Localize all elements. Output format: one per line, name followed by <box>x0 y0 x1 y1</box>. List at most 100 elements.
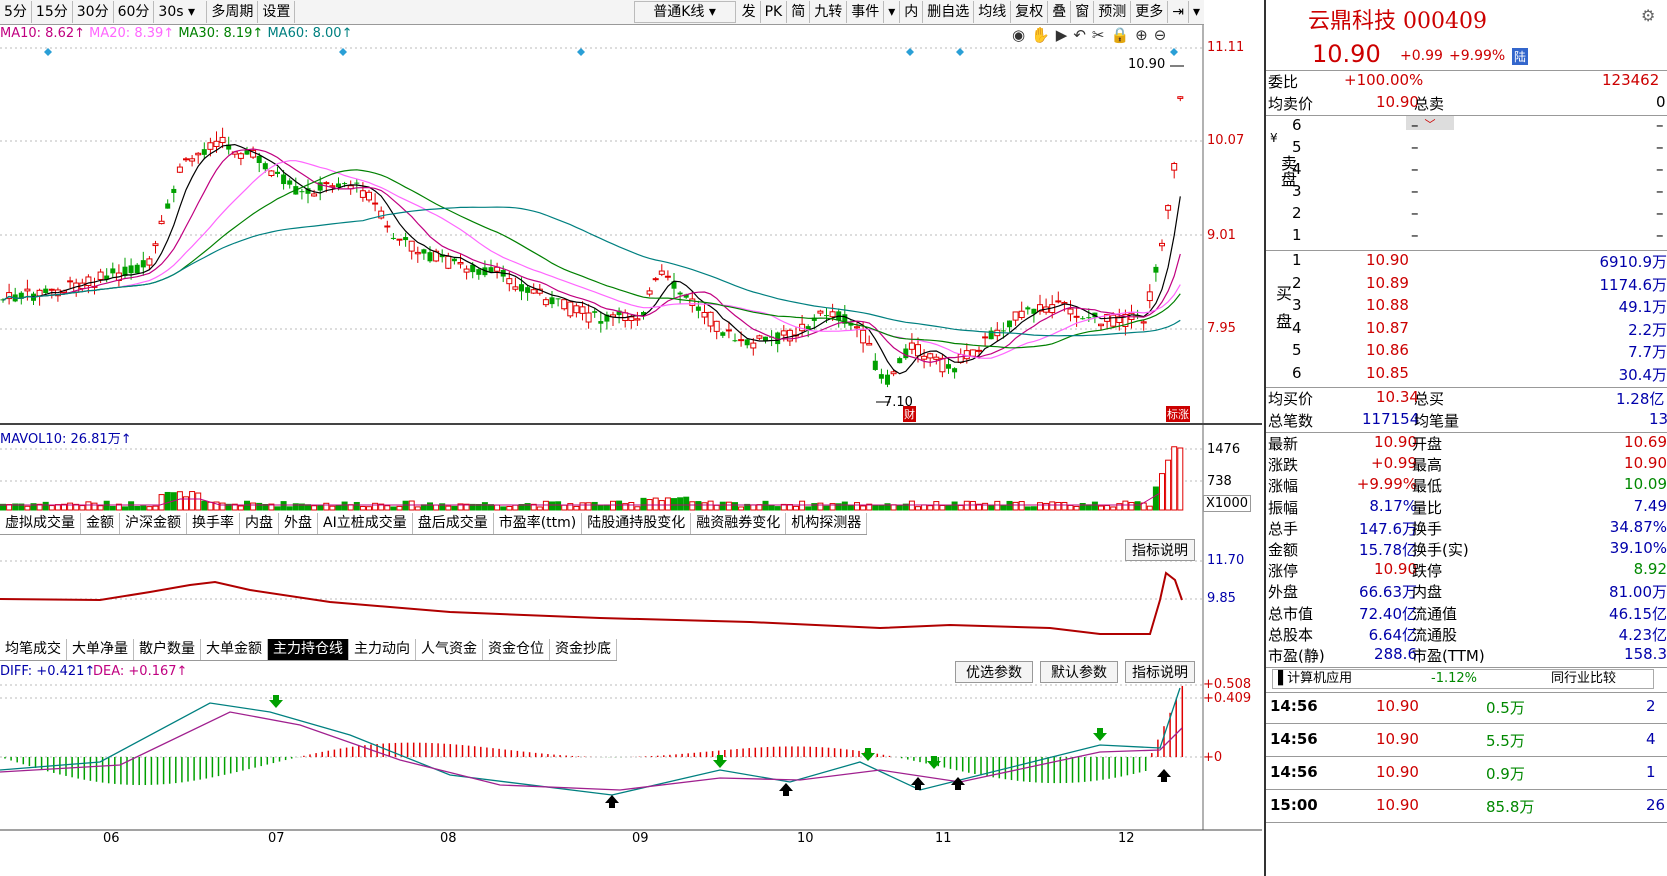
toolbar-btn-predict[interactable]: 预测 <box>1094 1 1132 23</box>
industry-pct: -1.12% <box>1431 671 1477 686</box>
toolbar-btn-fuquan[interactable]: 复权 <box>1011 1 1049 23</box>
toolbar-btn-events[interactable]: 事件 <box>847 1 885 23</box>
macd-help-button[interactable]: 指标说明 <box>1125 661 1195 683</box>
indicator2-tab-7[interactable]: 资金仓位 <box>483 639 550 660</box>
indicator1-tab-9[interactable]: 陆股通持股变化 <box>582 513 692 534</box>
indicator-help-button[interactable]: 指标说明 <box>1125 539 1195 561</box>
toolbar-btn-jiuzhuan[interactable]: 九转 <box>810 1 848 23</box>
last-price: 10.90 <box>1312 40 1381 68</box>
indicator2-tab-1[interactable]: 大单净量 <box>67 639 134 660</box>
buy-side-label: 买盘 <box>1273 285 1292 341</box>
stat-label: 内盘 <box>1412 583 1443 602</box>
settings-button[interactable]: 设置 <box>258 1 296 23</box>
bid-level: 5 <box>1292 341 1302 359</box>
weibi-value: +100.00% <box>1344 71 1424 89</box>
toolbar-btn-jian[interactable]: 简 <box>787 1 811 23</box>
optimal-params-button[interactable]: 优选参数 <box>955 661 1033 683</box>
zoom-in-icon[interactable]: ⊕ <box>1135 26 1154 44</box>
play-icon[interactable]: ▶ <box>1055 26 1074 44</box>
stat-value: 10.90 <box>1374 560 1417 579</box>
tick-price: 10.90 <box>1376 796 1419 814</box>
indicator1-tab-10[interactable]: 融资融券变化 <box>691 513 787 534</box>
stat-label: 涨跌 <box>1268 456 1299 475</box>
stat-value: 34.87% <box>1609 517 1667 536</box>
total-buy-value: 1.28亿 <box>1616 390 1665 408</box>
expand-chevron-icon[interactable]: ﹀ <box>1406 116 1454 131</box>
indicator1-tab-11[interactable]: 机构探测器 <box>786 513 868 534</box>
toolbar-btn-overlay[interactable]: 叠 <box>1048 1 1072 23</box>
tick-price: 10.90 <box>1376 697 1419 715</box>
collapse-icon[interactable]: ▾ <box>1192 4 1200 20</box>
industry-bar[interactable]: ▐ 计算机应用 -1.12% 同行业比较 <box>1272 669 1654 689</box>
stat-value: 10.90 <box>1624 454 1667 473</box>
toolbar-btn-pk[interactable]: PK <box>761 1 788 23</box>
indicator1-tab-6[interactable]: AI立桩成交量 <box>318 513 413 534</box>
stat-label: 量比 <box>1412 498 1443 517</box>
stat-label: 流通股 <box>1412 625 1458 644</box>
financial-report-tag[interactable]: 财 <box>903 406 916 422</box>
lock-icon[interactable]: 🔒 <box>1110 26 1136 44</box>
undo-icon[interactable]: ↶ <box>1073 26 1092 44</box>
bid-price: 10.89 <box>1366 273 1409 292</box>
toolbar-btn-window[interactable]: 窗 <box>1071 1 1095 23</box>
indicator2-tab-6[interactable]: 人气资金 <box>416 639 483 660</box>
indicator1-tab-1[interactable]: 金额 <box>81 513 120 534</box>
ask-price: – <box>1411 160 1419 178</box>
toolbar-btn-nei[interactable]: 内 <box>900 1 924 23</box>
stat-value: 8.17% <box>1369 496 1417 515</box>
stat-value: 46.15亿 <box>1609 604 1667 623</box>
goto-end-icon[interactable]: ⇥ <box>1168 1 1189 23</box>
price-axis-label: 11.11 <box>1207 40 1245 55</box>
toolbar-btn-ma[interactable]: 均线 <box>974 1 1012 23</box>
indicator1-tab-3[interactable]: 换手率 <box>187 513 240 534</box>
stat-value: +9.99% <box>1356 475 1417 494</box>
indicator1-tab-8[interactable]: 市盈率(ttm) <box>494 513 583 534</box>
toolbar-dropdown-icon[interactable]: ▾ <box>884 1 901 23</box>
kline-chart-area[interactable] <box>0 0 1262 876</box>
period-60m-button[interactable]: 60分 <box>114 1 155 23</box>
multi-period-button[interactable]: 多周期 <box>207 1 259 23</box>
toolbar-btn-fa[interactable]: 发 <box>738 1 761 23</box>
toolbar-btn-remove-fav[interactable]: 删自选 <box>923 1 975 23</box>
indicator2-tab-5[interactable]: 主力动向 <box>349 639 416 660</box>
gear-icon[interactable]: ⚙ <box>1641 6 1656 25</box>
eye-icon[interactable]: ◉ <box>1012 26 1032 44</box>
stat-value: 6.64亿 <box>1368 625 1417 644</box>
indicator1-tab-7[interactable]: 盘后成交量 <box>413 513 494 534</box>
bid-volume: 7.7万 <box>1628 343 1667 361</box>
indicator1-tab-5[interactable]: 外盘 <box>279 513 318 534</box>
macd-dea-legend: DEA: +0.167↑ <box>93 664 188 679</box>
indicator2-tab-0[interactable]: 均笔成交 <box>0 639 67 660</box>
macd-axis-label: +0.409 <box>1203 691 1252 706</box>
scissors-icon[interactable]: ✂ <box>1091 26 1111 44</box>
price-axis-label: 7.95 <box>1207 321 1236 336</box>
industry-compare-link[interactable]: 同行业比较 <box>1551 671 1617 686</box>
indicator2-tab-4[interactable]: 主力持仓线 <box>268 639 349 660</box>
vol-axis-label: 1476 <box>1207 442 1241 457</box>
refresh-interval-select[interactable]: 30s ▾ <box>154 1 208 23</box>
indicator-tabs-2: 均笔成交 大单净量 散户数量 大单金额 主力持仓线 主力动向 人气资金 资金仓位 资金抄底 <box>0 639 617 661</box>
stat-label: 流通值 <box>1412 604 1458 623</box>
default-params-button[interactable]: 默认参数 <box>1040 661 1118 683</box>
zoom-out-icon[interactable]: ⊖ <box>1153 26 1173 44</box>
indicator1-tab-4[interactable]: 内盘 <box>240 513 279 534</box>
limit-up-tag[interactable]: 标涨 <box>1166 406 1190 422</box>
period-5m-button[interactable]: 5分 <box>0 1 32 23</box>
indicator1-tab-0[interactable]: 虚拟成交量 <box>0 513 81 534</box>
indicator2-tab-2[interactable]: 散户数量 <box>134 639 201 660</box>
stat-value: 7.49 <box>1633 496 1667 515</box>
indicator1-tab-2[interactable]: 沪深金额 <box>120 513 187 534</box>
weibi-label: 委比 <box>1268 73 1299 91</box>
ask-level: 2 <box>1292 204 1302 222</box>
hk-connect-badge[interactable]: 陆 <box>1512 48 1529 65</box>
indicator2-tab-3[interactable]: 大单金额 <box>201 639 268 660</box>
indicator2-tab-8[interactable]: 资金抄底 <box>550 639 617 660</box>
kline-type-select[interactable]: 普通K线 ▾ <box>633 1 736 23</box>
period-30m-button[interactable]: 30分 <box>73 1 114 23</box>
tick-count: 2 <box>1646 697 1656 715</box>
bid-volume: 49.1万 <box>1618 298 1667 316</box>
period-15m-button[interactable]: 15分 <box>32 1 73 23</box>
toolbar-btn-more[interactable]: 更多 <box>1131 1 1169 23</box>
hand-icon[interactable]: ✋ <box>1031 26 1056 44</box>
stat-label: 市盈(TTM) <box>1412 647 1485 665</box>
